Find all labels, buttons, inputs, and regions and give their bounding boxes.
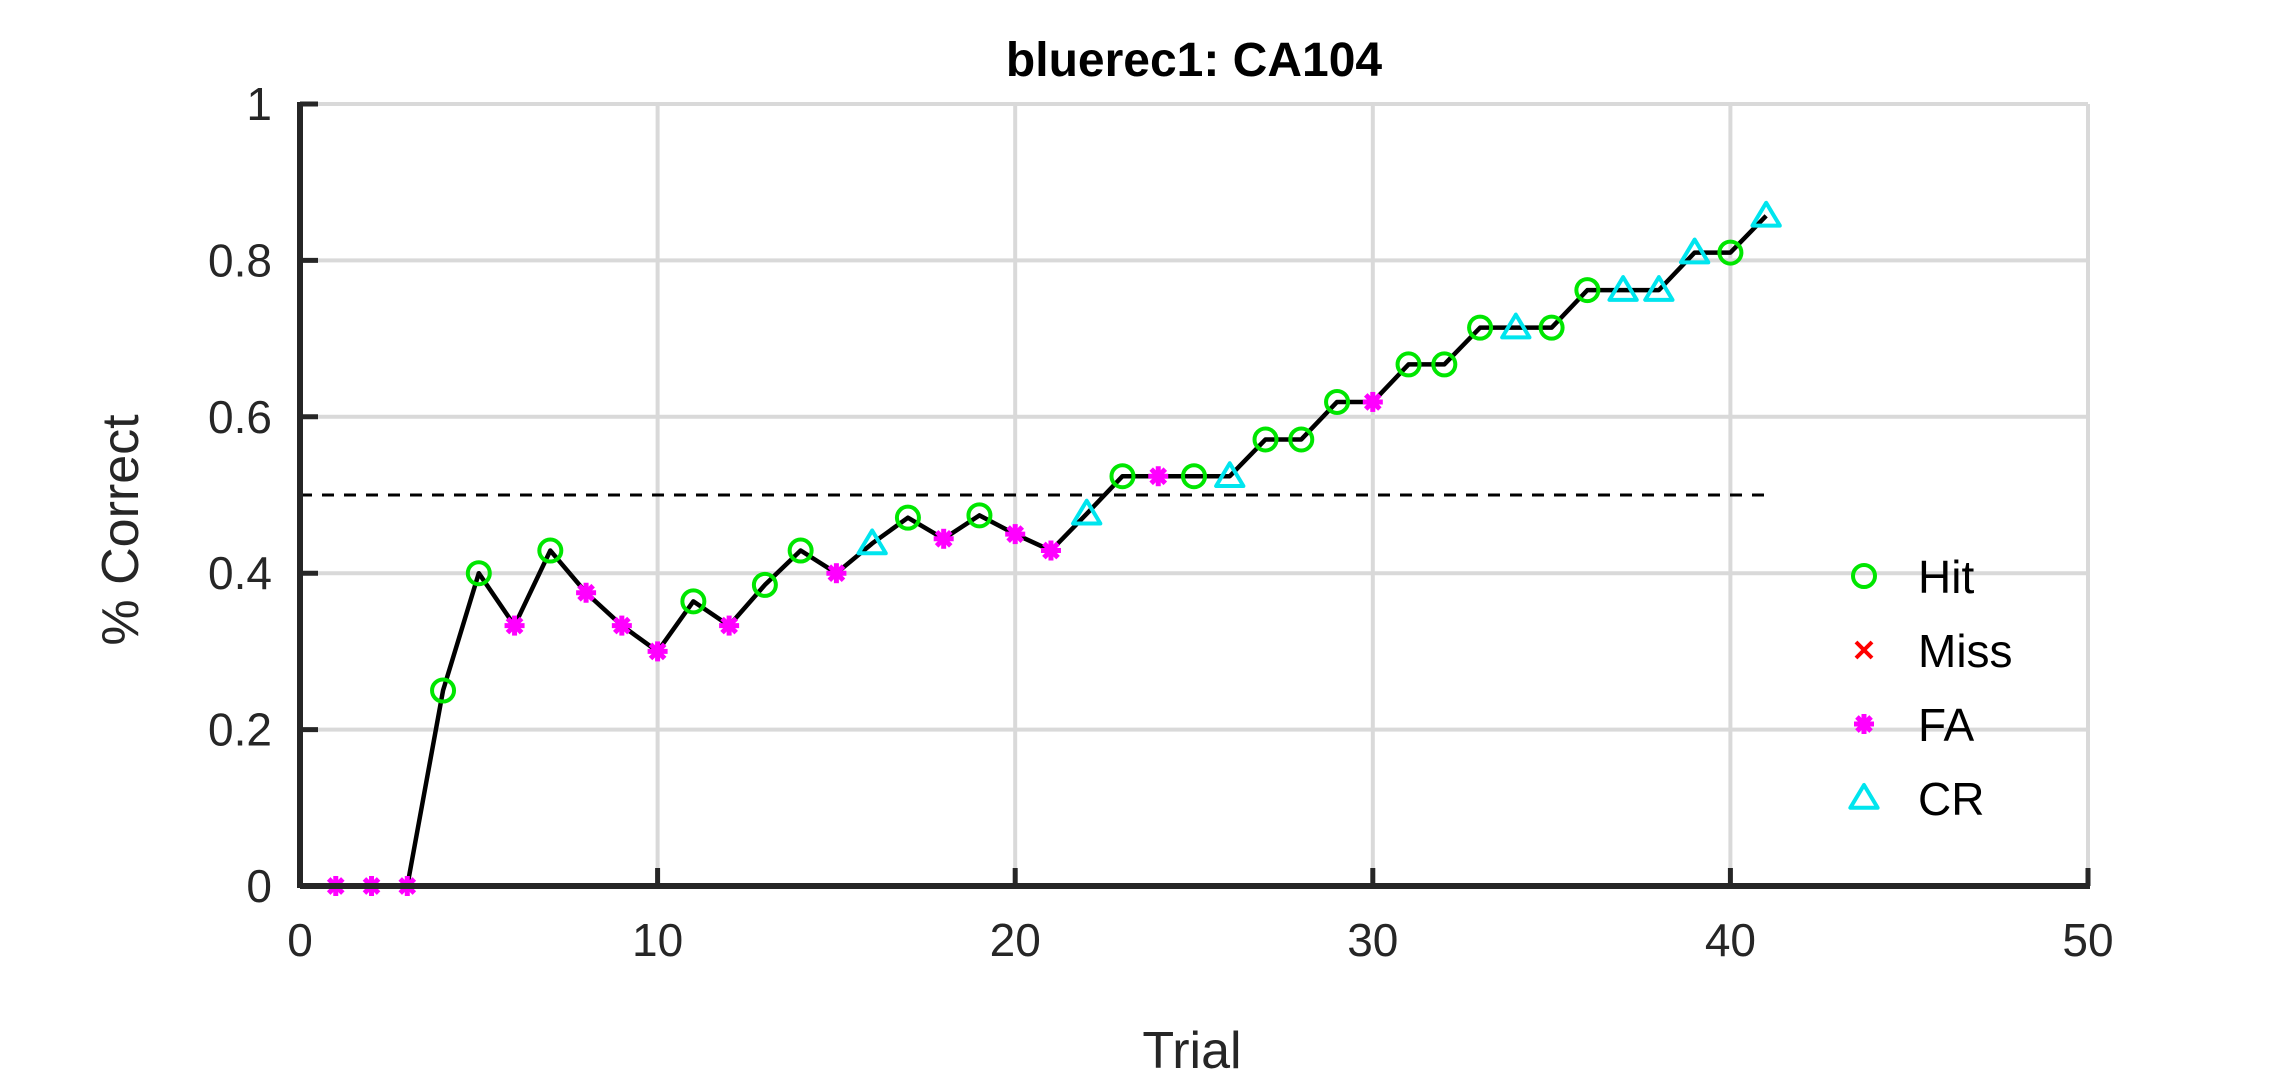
y-tick-label: 0.6 [208,391,272,443]
marker-hit [1431,351,1458,378]
marker-cr [1214,461,1246,488]
marker-hit [966,502,993,529]
marker-hit [1574,277,1601,304]
axes [297,101,2091,889]
y-axis-label: % Correct [92,414,150,646]
y-tick-label: 0.2 [208,704,272,756]
legend-marker-fa [1854,714,1874,734]
x-tick-label: 20 [990,914,1041,966]
marker-hit [1395,351,1422,378]
marker-hit [680,588,707,615]
marker-hit [1717,239,1744,266]
marker-cr [856,528,888,556]
marker-hit [787,537,814,564]
x-axis-label: Trial [1142,1022,1241,1080]
marker-cr [1750,200,1782,228]
marker-fa [576,582,597,603]
marker-fa [1148,466,1169,487]
marker-hit [1181,463,1207,490]
marker-fa [1005,524,1026,545]
x-tick-label: 50 [2062,914,2113,966]
marker-cr [1643,275,1675,302]
marker-cr [1607,275,1639,302]
marker-hit [1538,314,1565,341]
marker-hit [894,504,921,531]
marker-hit [1109,463,1136,490]
legend-label-fa: FA [1918,699,1975,751]
marker-fa [826,563,847,584]
markers [325,200,1782,896]
marker-fa [611,615,632,636]
y-tick-label: 0.4 [208,547,272,599]
legend-label-hit: Hit [1918,551,1974,603]
x-tick-label: 30 [1347,914,1398,966]
marker-cr [1678,237,1711,265]
y-tick-label: 0.8 [208,234,272,286]
x-tick-label: 40 [1705,914,1756,966]
marker-hit [751,571,778,598]
marker-hit [430,677,457,704]
legend-marker-cr [1848,783,1880,810]
marker-fa [647,641,668,662]
marker-hit [1324,388,1351,415]
marker-hit [1467,314,1494,341]
chart-title: bluerec1: CA104 [1006,34,1382,87]
marker-hit [1252,426,1279,453]
marker-fa [719,615,740,636]
legend-label-cr: CR [1918,773,1984,825]
marker-fa [504,615,525,636]
marker-fa [933,528,954,549]
legend-label-miss: Miss [1918,625,2013,677]
y-tick-label: 0 [246,860,272,912]
legend-marker-miss [1854,640,1874,660]
marker-fa [1040,540,1061,561]
y-tick-label: 1 [246,78,272,130]
marker-cr [1071,498,1103,526]
legend: Hit Miss FA CR [1848,551,2013,825]
x-tick-label: 0 [287,914,313,966]
marker-fa [1362,391,1383,412]
legend-marker-hit [1851,563,1877,589]
marker-hit [537,537,564,564]
tick-labels: 0 10 20 30 40 50 0 0.2 0.4 0.6 0.8 1 [208,78,2114,966]
x-tick-label: 10 [632,914,683,966]
marker-hit [465,560,492,587]
marker-hit [1288,426,1315,453]
marker-cr [1500,312,1532,340]
